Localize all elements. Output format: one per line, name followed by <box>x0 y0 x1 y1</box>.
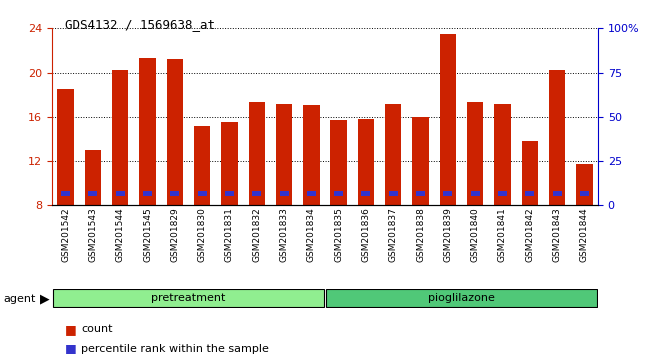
Bar <box>112 70 129 205</box>
Bar <box>576 164 593 205</box>
Bar <box>221 122 238 205</box>
Text: GSM201832: GSM201832 <box>252 207 261 262</box>
Text: GSM201542: GSM201542 <box>61 207 70 262</box>
Bar <box>61 191 70 196</box>
Bar <box>358 119 374 205</box>
Bar <box>389 191 398 196</box>
Bar <box>225 191 234 196</box>
Bar <box>276 104 292 205</box>
Text: GSM201837: GSM201837 <box>389 207 398 262</box>
FancyBboxPatch shape <box>326 290 597 307</box>
Text: GSM201838: GSM201838 <box>416 207 425 262</box>
Bar <box>385 104 402 205</box>
Text: GDS4132 / 1569638_at: GDS4132 / 1569638_at <box>65 18 215 31</box>
Bar <box>170 191 179 196</box>
Text: GSM201839: GSM201839 <box>443 207 452 262</box>
Text: agent: agent <box>3 294 36 304</box>
Bar <box>280 191 289 196</box>
Bar <box>521 141 538 205</box>
FancyBboxPatch shape <box>53 290 324 307</box>
Text: GSM201843: GSM201843 <box>552 207 562 262</box>
Text: GSM201840: GSM201840 <box>471 207 480 262</box>
Bar <box>580 191 589 196</box>
Bar <box>334 191 343 196</box>
Bar <box>143 191 152 196</box>
Bar <box>307 191 316 196</box>
Bar <box>361 191 370 196</box>
Bar <box>248 102 265 205</box>
Bar <box>198 191 207 196</box>
Text: GSM201830: GSM201830 <box>198 207 207 262</box>
Bar <box>412 117 429 205</box>
Bar <box>139 58 156 205</box>
Text: pioglilazone: pioglilazone <box>428 293 495 303</box>
Text: GSM201831: GSM201831 <box>225 207 234 262</box>
Bar <box>303 105 320 205</box>
Bar <box>552 191 562 196</box>
Text: count: count <box>81 324 112 334</box>
Bar <box>330 120 347 205</box>
Bar <box>194 126 211 205</box>
Text: GSM201836: GSM201836 <box>361 207 370 262</box>
Bar <box>416 191 425 196</box>
Bar <box>252 191 261 196</box>
Text: GSM201543: GSM201543 <box>88 207 98 262</box>
Bar <box>84 150 101 205</box>
Bar <box>494 104 511 205</box>
Bar <box>549 70 566 205</box>
Text: pretreatment: pretreatment <box>151 293 226 303</box>
Text: GSM201841: GSM201841 <box>498 207 507 262</box>
Bar <box>498 191 507 196</box>
Bar <box>439 34 456 205</box>
Bar <box>467 102 484 205</box>
Text: ■: ■ <box>65 342 77 354</box>
Text: ■: ■ <box>65 323 77 336</box>
Text: GSM201545: GSM201545 <box>143 207 152 262</box>
Bar <box>57 89 74 205</box>
Text: GSM201842: GSM201842 <box>525 207 534 262</box>
Text: percentile rank within the sample: percentile rank within the sample <box>81 344 269 354</box>
Bar <box>166 59 183 205</box>
Bar <box>116 191 125 196</box>
Text: GSM201834: GSM201834 <box>307 207 316 262</box>
Text: GSM201544: GSM201544 <box>116 207 125 262</box>
Bar <box>525 191 534 196</box>
Text: ▶: ▶ <box>40 293 50 306</box>
Text: GSM201835: GSM201835 <box>334 207 343 262</box>
Bar <box>88 191 98 196</box>
Bar <box>471 191 480 196</box>
Bar <box>443 191 452 196</box>
Text: GSM201829: GSM201829 <box>170 207 179 262</box>
Text: GSM201833: GSM201833 <box>280 207 289 262</box>
Text: GSM201844: GSM201844 <box>580 207 589 262</box>
